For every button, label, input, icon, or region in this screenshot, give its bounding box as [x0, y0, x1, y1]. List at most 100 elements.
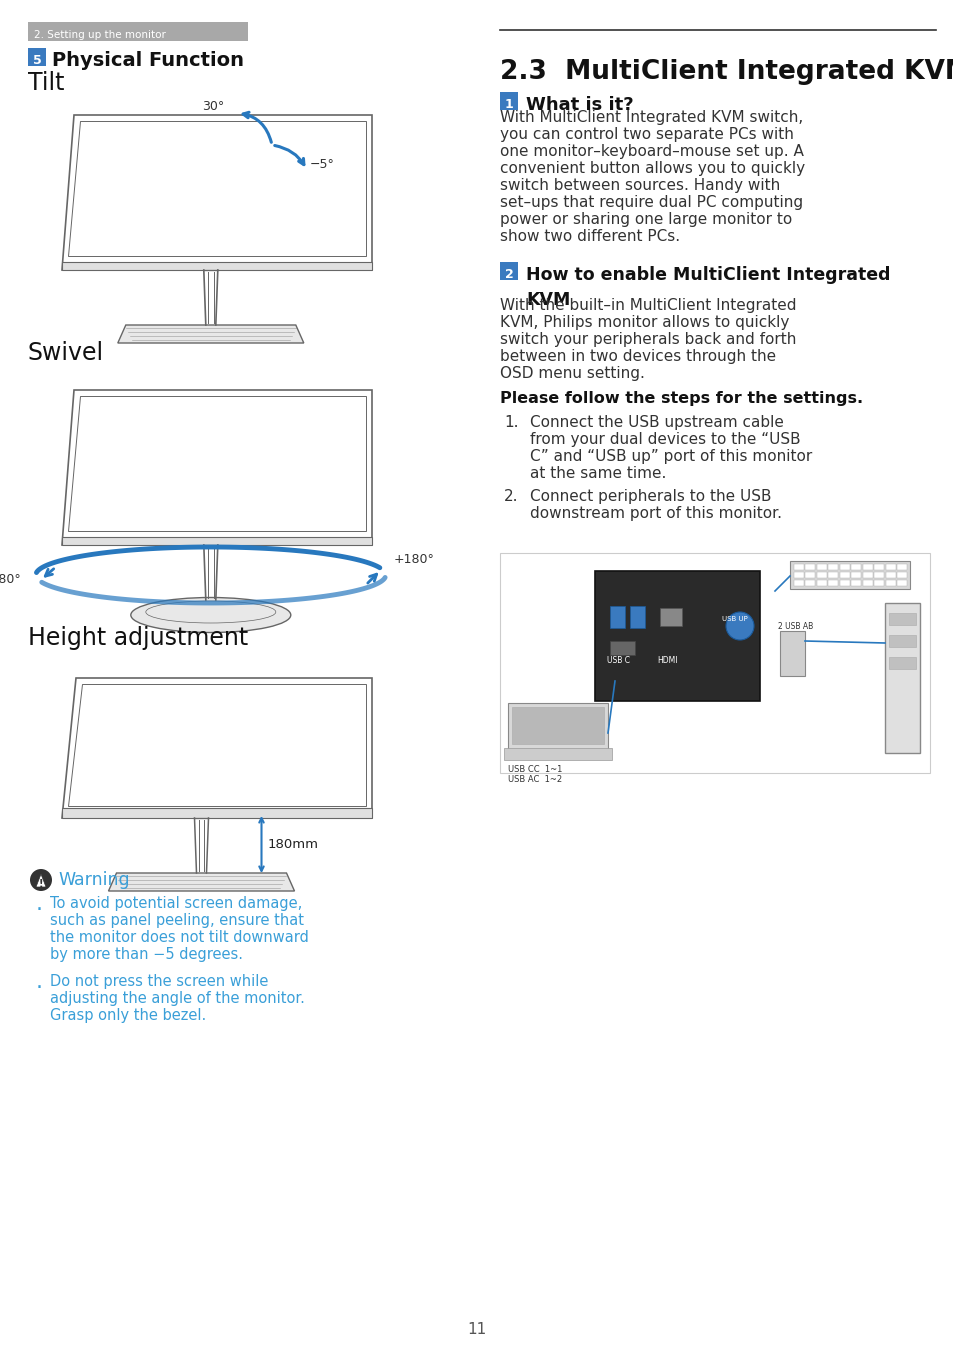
Polygon shape — [68, 121, 366, 256]
FancyBboxPatch shape — [897, 571, 906, 578]
Text: −5°: −5° — [310, 158, 335, 171]
FancyBboxPatch shape — [512, 707, 603, 743]
Text: show two different PCs.: show two different PCs. — [499, 229, 679, 244]
Text: one monitor–keyboard–mouse set up. A: one monitor–keyboard–mouse set up. A — [499, 144, 803, 158]
Polygon shape — [62, 390, 372, 546]
FancyBboxPatch shape — [499, 263, 517, 280]
FancyBboxPatch shape — [897, 580, 906, 586]
Polygon shape — [62, 115, 372, 269]
Text: +180°: +180° — [394, 552, 435, 566]
FancyBboxPatch shape — [28, 22, 248, 41]
Text: set–ups that require dual PC computing: set–ups that require dual PC computing — [499, 195, 802, 210]
FancyBboxPatch shape — [827, 565, 838, 570]
FancyBboxPatch shape — [507, 703, 607, 758]
Text: ·: · — [36, 978, 43, 998]
Text: !: ! — [39, 879, 43, 890]
FancyBboxPatch shape — [897, 565, 906, 570]
Text: What is it?: What is it? — [525, 96, 633, 114]
FancyBboxPatch shape — [851, 565, 861, 570]
Text: between in two devices through the: between in two devices through the — [499, 349, 776, 364]
Text: How to enable MultiClient Integrated: How to enable MultiClient Integrated — [525, 265, 889, 284]
Polygon shape — [109, 873, 294, 891]
Text: Connect the USB upstream cable: Connect the USB upstream cable — [530, 414, 783, 431]
Text: 2: 2 — [504, 268, 513, 282]
Text: ·: · — [36, 900, 43, 919]
Text: KVM: KVM — [525, 291, 570, 309]
Text: switch between sources. Handy with: switch between sources. Handy with — [499, 177, 780, 194]
Text: such as panel peeling, ensure that: such as panel peeling, ensure that — [50, 913, 304, 927]
FancyBboxPatch shape — [804, 580, 815, 586]
FancyBboxPatch shape — [862, 580, 872, 586]
Text: adjusting the angle of the monitor.: adjusting the angle of the monitor. — [50, 991, 305, 1006]
FancyBboxPatch shape — [793, 571, 803, 578]
Text: 2. Setting up the monitor: 2. Setting up the monitor — [34, 30, 166, 41]
Text: from your dual devices to the “USB: from your dual devices to the “USB — [530, 432, 800, 447]
FancyBboxPatch shape — [885, 580, 895, 586]
Text: Tilt: Tilt — [28, 70, 65, 95]
FancyBboxPatch shape — [827, 580, 838, 586]
Text: by more than −5 degrees.: by more than −5 degrees. — [50, 946, 243, 961]
Polygon shape — [36, 873, 46, 887]
Text: 2.3  MultiClient Integrated KVM: 2.3 MultiClient Integrated KVM — [499, 60, 953, 85]
FancyBboxPatch shape — [499, 92, 517, 110]
FancyBboxPatch shape — [888, 657, 915, 669]
Text: USB C: USB C — [606, 655, 629, 665]
Text: Physical Function: Physical Function — [52, 51, 244, 70]
FancyBboxPatch shape — [851, 580, 861, 586]
FancyBboxPatch shape — [874, 565, 883, 570]
Polygon shape — [68, 684, 366, 806]
Polygon shape — [68, 395, 366, 531]
Text: Warning: Warning — [58, 871, 130, 890]
FancyBboxPatch shape — [659, 608, 681, 626]
FancyBboxPatch shape — [609, 640, 635, 655]
Text: Connect peripherals to the USB: Connect peripherals to the USB — [530, 489, 771, 504]
Circle shape — [725, 612, 753, 640]
Text: 1: 1 — [504, 99, 513, 111]
Text: HDMI: HDMI — [657, 655, 677, 665]
FancyBboxPatch shape — [789, 561, 909, 589]
FancyBboxPatch shape — [816, 571, 826, 578]
FancyBboxPatch shape — [827, 571, 838, 578]
Text: USB AC  1~2: USB AC 1~2 — [507, 774, 561, 784]
FancyBboxPatch shape — [793, 580, 803, 586]
FancyBboxPatch shape — [629, 607, 644, 628]
Text: Please follow the steps for the settings.: Please follow the steps for the settings… — [499, 391, 862, 406]
FancyBboxPatch shape — [874, 580, 883, 586]
FancyBboxPatch shape — [609, 607, 624, 628]
FancyBboxPatch shape — [28, 47, 46, 66]
Text: C” and “USB up” port of this monitor: C” and “USB up” port of this monitor — [530, 450, 811, 464]
Text: 2 USB AB: 2 USB AB — [778, 621, 812, 631]
Text: OSD menu setting.: OSD menu setting. — [499, 366, 644, 380]
FancyBboxPatch shape — [793, 565, 803, 570]
Text: at the same time.: at the same time. — [530, 466, 666, 481]
FancyBboxPatch shape — [595, 571, 760, 701]
FancyBboxPatch shape — [885, 565, 895, 570]
Polygon shape — [62, 678, 372, 818]
FancyBboxPatch shape — [503, 747, 612, 760]
Polygon shape — [62, 538, 372, 546]
Text: Swivel: Swivel — [28, 341, 104, 366]
FancyBboxPatch shape — [840, 571, 849, 578]
Polygon shape — [62, 263, 372, 269]
FancyBboxPatch shape — [816, 580, 826, 586]
Text: USB UP: USB UP — [721, 616, 747, 621]
FancyBboxPatch shape — [804, 565, 815, 570]
Text: USB CC  1~1: USB CC 1~1 — [507, 765, 561, 774]
FancyBboxPatch shape — [851, 571, 861, 578]
Text: To avoid potential screen damage,: To avoid potential screen damage, — [50, 896, 302, 911]
Text: With MultiClient Integrated KVM switch,: With MultiClient Integrated KVM switch, — [499, 110, 802, 125]
FancyBboxPatch shape — [499, 552, 929, 773]
Text: power or sharing one large monitor to: power or sharing one large monitor to — [499, 213, 791, 227]
Text: Do not press the screen while: Do not press the screen while — [50, 974, 268, 988]
Text: −180°: −180° — [0, 573, 22, 586]
Polygon shape — [117, 325, 303, 343]
Text: the monitor does not tilt downward: the monitor does not tilt downward — [50, 930, 309, 945]
FancyBboxPatch shape — [885, 571, 895, 578]
Text: 180mm: 180mm — [267, 838, 318, 852]
Text: KVM, Philips monitor allows to quickly: KVM, Philips monitor allows to quickly — [499, 315, 788, 330]
FancyBboxPatch shape — [884, 603, 919, 753]
Text: 30°: 30° — [202, 100, 224, 112]
FancyBboxPatch shape — [862, 565, 872, 570]
Text: Grasp only the bezel.: Grasp only the bezel. — [50, 1007, 206, 1024]
Ellipse shape — [131, 597, 291, 632]
